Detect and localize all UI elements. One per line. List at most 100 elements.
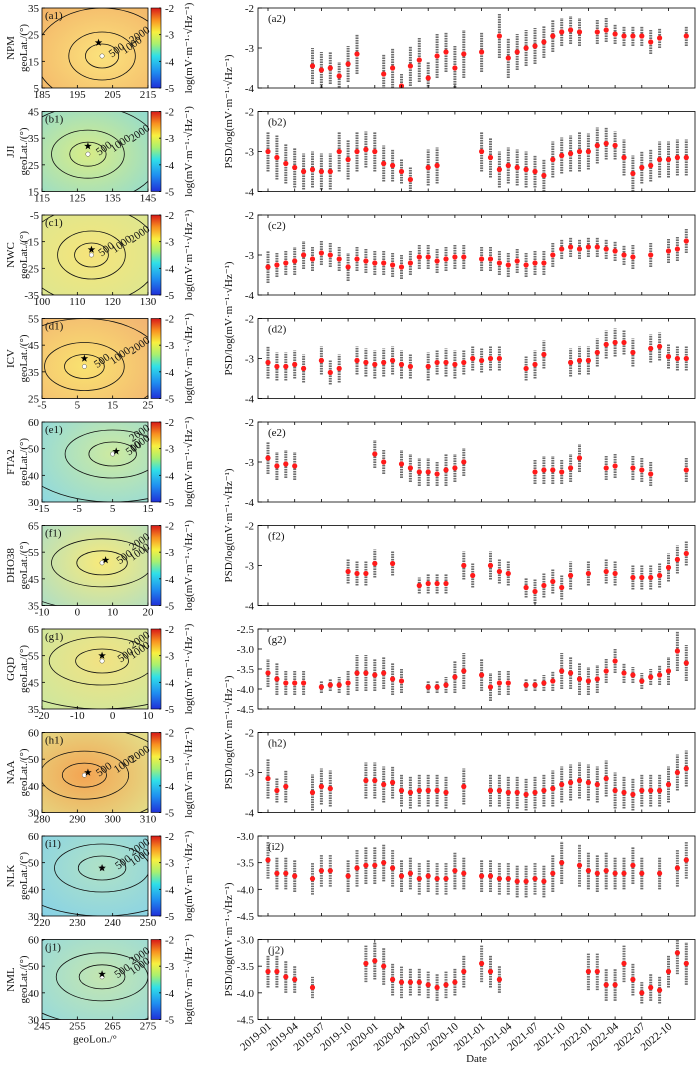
monthly-median (443, 256, 449, 262)
timeseries-panel: -4 -3 -2 (h2) PSD/log(mV·m⁻¹·√Hz⁻¹) (223, 675, 696, 820)
monthly-median (532, 789, 538, 796)
monthly-median (683, 33, 689, 39)
monthly-median (336, 365, 342, 372)
monthly-median (665, 156, 672, 163)
monthly-median (568, 244, 574, 250)
monthly-median (559, 469, 565, 475)
contour-line (51, 538, 148, 588)
monthly-median (603, 982, 609, 988)
monthly-median (479, 672, 485, 678)
timeseries-panel: -4 -3 -2 (f2) PSD/log(mV·m⁻¹·√Hz⁻¹) (223, 468, 696, 613)
x-tick-label: 300 (104, 814, 121, 826)
monthly-median (434, 787, 440, 794)
monthly-median (630, 574, 636, 581)
monthly-median (407, 176, 413, 183)
contour-line (75, 648, 129, 674)
monthly-median (683, 238, 689, 244)
monthly-median (648, 252, 654, 258)
monthly-median (532, 588, 538, 595)
panel-label: (c2) (268, 220, 286, 232)
monthly-median (318, 783, 324, 790)
x-tick-label: 250 (140, 917, 157, 929)
monthly-median (398, 787, 405, 794)
y-tick-label: 5 (34, 83, 40, 95)
x-tick-label: 115 (34, 193, 51, 205)
monthly-median (514, 789, 520, 796)
monthly-median (487, 873, 494, 879)
colorbar-tick-label: -5 (165, 187, 175, 199)
timeseries-panel: -4 -3 -2 (d2) PSD/log(mV·m⁻¹·√Hz⁻¹) (223, 261, 696, 406)
monthly-median (309, 256, 316, 262)
monthly-median (398, 168, 405, 175)
monthly-median (425, 75, 431, 81)
monthly-median (479, 148, 485, 155)
contours (42, 732, 148, 813)
monthly-median (443, 467, 449, 473)
contour-line (78, 964, 126, 990)
station-name: NAA (5, 761, 17, 785)
monthly-median (603, 775, 609, 782)
y-tick-label: -4 (245, 394, 255, 406)
colorbar (150, 111, 162, 192)
monthly-median (372, 862, 378, 868)
monthly-median (541, 878, 547, 884)
contour-line (57, 230, 126, 280)
monthly-median (496, 33, 502, 39)
monthly-median (425, 164, 431, 171)
monthly-median (390, 560, 396, 567)
monthly-median (274, 154, 280, 161)
monthly-median (594, 142, 600, 149)
monthly-median (470, 572, 476, 579)
station-name: FTA2 (5, 449, 17, 474)
monthly-median (585, 968, 592, 975)
y-tick-label: 25 (28, 30, 40, 42)
panel-label: (e1) (45, 424, 63, 436)
monthly-median (487, 154, 494, 161)
monthly-median (416, 876, 422, 882)
colorbar-tick-label: -3 (165, 961, 175, 973)
x-tick-label: 5 (110, 503, 116, 515)
data-points (265, 127, 689, 192)
y-tick-label: -2 (245, 314, 254, 326)
monthly-median (336, 682, 342, 688)
colorbar-tick-label: -2 (165, 3, 174, 15)
monthly-median (345, 264, 351, 270)
colorbar-tick-label: -2 (165, 935, 174, 947)
y-tick-label: 40 (28, 884, 40, 896)
monthly-median (265, 359, 271, 366)
monthly-median (603, 568, 609, 575)
y-tick-label: -3 (245, 250, 255, 262)
monthly-median (434, 53, 440, 59)
panel-label: (i1) (45, 838, 61, 850)
monthly-median (452, 465, 458, 471)
contour-line (64, 429, 148, 479)
monthly-median (301, 168, 307, 175)
colorbar-tick-label: -3 (165, 340, 175, 352)
y-tick-label: -3 (245, 561, 255, 573)
monthly-median (407, 63, 413, 69)
colorbar-tick-label: -5 (165, 1015, 175, 1027)
monthly-median (443, 580, 449, 587)
monthly-median (505, 262, 511, 268)
monthly-median (372, 260, 378, 266)
contours (42, 111, 148, 192)
y-axis-label: PSD/log(mV·m⁻¹·√Hz⁻¹) (223, 54, 235, 168)
monthly-median (372, 672, 378, 678)
data-points (265, 631, 689, 701)
x-tick-label: 240 (104, 917, 121, 929)
monthly-median (274, 968, 280, 975)
colorbar (150, 835, 162, 917)
monthly-median (265, 670, 271, 676)
monthly-median (612, 982, 618, 988)
monthly-median (398, 361, 405, 368)
x-tick-label: 120 (104, 296, 121, 308)
x-tick-label: 10 (143, 710, 155, 722)
monthly-median (283, 870, 289, 876)
colorbar (150, 214, 162, 296)
monthly-median (425, 982, 431, 988)
monthly-median (612, 787, 618, 794)
monthly-median (630, 33, 636, 39)
colorbar-tick-label: -4 (165, 988, 175, 1000)
